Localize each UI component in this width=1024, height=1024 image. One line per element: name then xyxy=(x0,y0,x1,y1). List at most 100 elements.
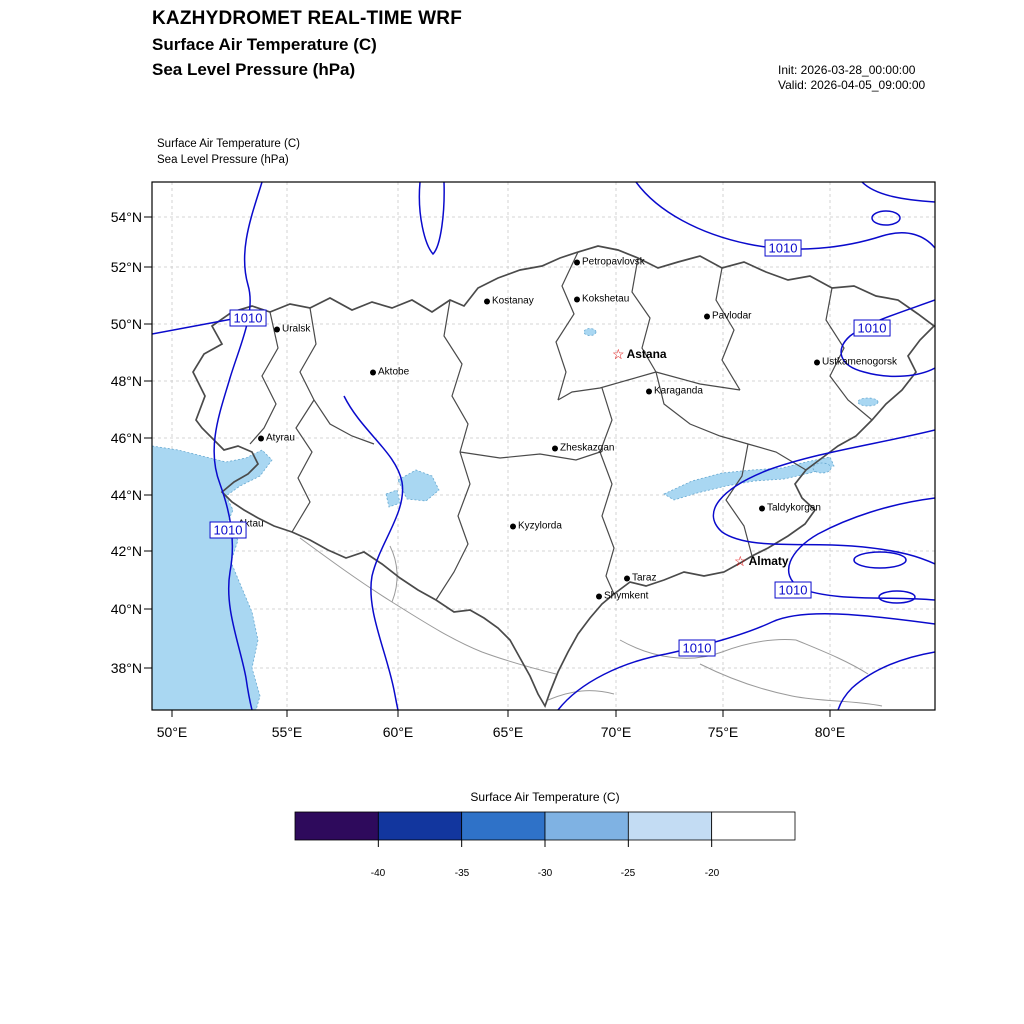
header: KAZHYDROMET REAL-TIME WRF Surface Air Te… xyxy=(152,8,462,80)
pressure-label: 1010 xyxy=(774,581,812,599)
city-marker-kostanay: Kostanay xyxy=(484,296,534,307)
city-dot xyxy=(574,296,580,302)
city-marker-ustkamenogorsk: Ustkamenogorsk xyxy=(814,357,897,368)
colorbar xyxy=(294,811,796,847)
pressure-label: 1010 xyxy=(764,239,802,257)
page-title: KAZHYDROMET REAL-TIME WRF xyxy=(152,8,463,29)
city-dot xyxy=(258,435,264,441)
colorbar-segment xyxy=(461,811,546,841)
city-marker-uralsk: Uralsk xyxy=(274,324,310,335)
lon-label: 80°E xyxy=(814,724,846,740)
lake-alakol xyxy=(812,462,832,474)
legend-tick-label: -30 xyxy=(537,868,553,879)
lat-label: 38°N xyxy=(110,660,142,676)
city-label: Aktau xyxy=(238,518,264,530)
graticule xyxy=(152,182,935,710)
legend-tick-label: -40 xyxy=(370,868,386,879)
city-dot xyxy=(814,359,820,365)
city-marker-kyzylorda: Kyzylorda xyxy=(510,521,562,532)
pressure-contours xyxy=(152,182,935,710)
map-inner-titles: Surface Air Temperature (C) Sea Level Pr… xyxy=(157,136,300,168)
city-label: Pavlodar xyxy=(712,310,752,322)
city-label: Taldykorgan xyxy=(767,502,821,514)
lon-label: 65°E xyxy=(492,724,524,740)
city-marker-aktobe: Aktobe xyxy=(370,367,409,378)
city-marker-petropavlovsk: Petropavlovsk xyxy=(574,257,645,268)
city-marker-zheskazgan: Zheskazgan xyxy=(552,443,614,454)
city-label: Aktobe xyxy=(378,366,410,378)
city-dot xyxy=(484,298,490,304)
city-marker-atyrau: Atyrau xyxy=(258,433,295,444)
city-label: Kostanay xyxy=(492,295,534,307)
kazakhstan-borders xyxy=(192,245,935,709)
city-label: Uralsk xyxy=(282,323,311,335)
lon-label: 75°E xyxy=(707,724,739,740)
city-marker-almaty: ☆ Almaty xyxy=(734,554,789,568)
lake-tengiz xyxy=(583,328,597,336)
city-marker-shymkent: Shymkent xyxy=(596,591,648,602)
lat-label: 46°N xyxy=(110,430,142,446)
city-marker-pavlodar: Pavlodar xyxy=(704,311,751,322)
lat-label: 40°N xyxy=(110,601,142,617)
pressure-label: 1010 xyxy=(678,639,716,657)
city-marker-taldykorgan: Taldykorgan xyxy=(759,503,821,514)
axis-ticks xyxy=(144,216,831,717)
map-inner-title-pressure: Sea Level Pressure (hPa) xyxy=(157,154,289,166)
lake-zaysan xyxy=(857,397,879,407)
legend-title: Surface Air Temperature (C) xyxy=(470,790,620,804)
valid-time: Valid: 2026-04-05_09:00:00 xyxy=(778,78,926,92)
run-times: Init: 2026-03-28_00:00:00 Valid: 2026-04… xyxy=(778,63,925,93)
lon-label: 60°E xyxy=(382,724,414,740)
map-inner-title-temperature: Surface Air Temperature (C) xyxy=(157,138,300,150)
colorbar-segment xyxy=(627,811,713,841)
legend-tick-label: -35 xyxy=(454,868,470,879)
colorbar-segment xyxy=(377,811,463,841)
colorbar-segment xyxy=(711,811,796,841)
city-marker-karaganda: Karaganda xyxy=(646,386,703,397)
city-label: Kokshetau xyxy=(582,293,630,305)
city-marker-kokshetau: Kokshetau xyxy=(574,294,629,305)
city-label: Astana xyxy=(626,347,667,361)
colorbar-segment xyxy=(544,811,629,841)
lon-label: 50°E xyxy=(156,724,188,740)
city-dot xyxy=(624,575,630,581)
city-dot xyxy=(274,326,280,332)
capital-star-icon: ☆ xyxy=(612,346,625,362)
city-dot xyxy=(646,388,652,394)
lat-label: 50°N xyxy=(110,316,142,332)
city-label: Petropavlovsk xyxy=(582,256,645,268)
lon-label: 70°E xyxy=(600,724,632,740)
map-frame xyxy=(151,181,936,711)
lat-label: 48°N xyxy=(110,373,142,389)
lon-label: 55°E xyxy=(271,724,303,740)
capital-star-icon: ☆ xyxy=(734,553,747,569)
lat-label: 52°N xyxy=(110,259,142,275)
pressure-label: 1010 xyxy=(209,521,247,539)
legend-tick-label: -20 xyxy=(704,868,720,879)
city-label: Zheskazgan xyxy=(560,442,615,454)
city-label: Karaganda xyxy=(654,385,703,397)
lat-label: 44°N xyxy=(110,487,142,503)
city-label: Shymkent xyxy=(604,590,649,602)
kazakhstan-outline xyxy=(192,245,935,709)
subtitle-pressure: Sea Level Pressure (hPa) xyxy=(152,60,356,79)
aral-sea-west xyxy=(385,489,401,508)
city-marker-astana: ☆ Astana xyxy=(612,347,667,361)
city-dot xyxy=(370,369,376,375)
city-label: Kyzylorda xyxy=(518,520,562,532)
legend-tick-label: -25 xyxy=(620,868,636,879)
city-dot xyxy=(552,445,558,451)
city-dot xyxy=(574,259,580,265)
subtitle-temperature: Surface Air Temperature (C) xyxy=(152,35,377,54)
lat-label: 42°N xyxy=(110,543,142,559)
city-label: Ustkamenogorsk xyxy=(822,356,898,368)
pressure-label: 1010 xyxy=(229,309,267,327)
pressure-label: 1010 xyxy=(853,319,891,337)
city-marker-taraz: Taraz xyxy=(624,573,656,584)
colorbar-legend: Surface Air Temperature (C) -40 -35 -30 … xyxy=(280,790,810,879)
lat-label: 54°N xyxy=(110,209,142,225)
init-time: Init: 2026-03-28_00:00:00 xyxy=(778,63,916,77)
city-dot xyxy=(704,313,710,319)
